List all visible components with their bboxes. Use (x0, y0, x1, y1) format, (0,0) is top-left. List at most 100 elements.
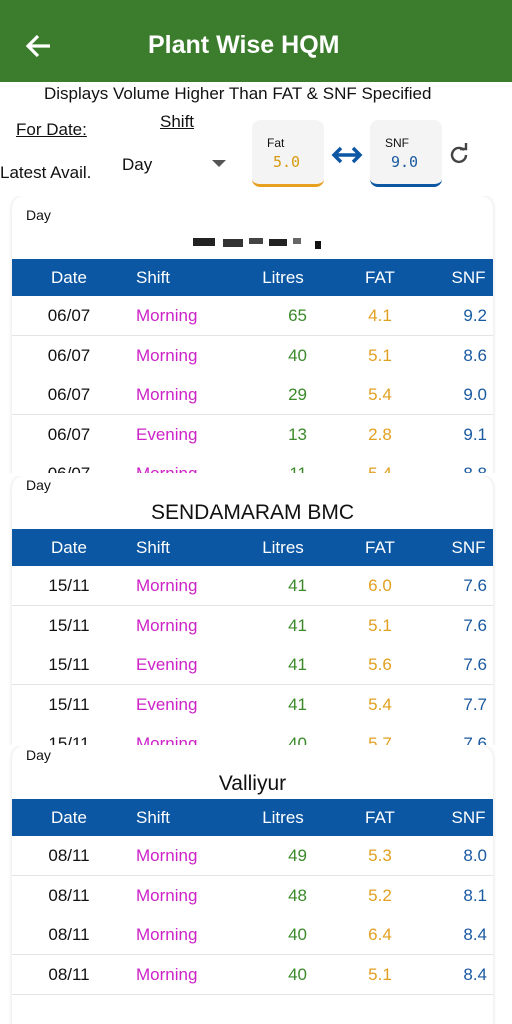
redacted-name (193, 236, 323, 250)
cell: 4.1 (368, 306, 392, 325)
app-bar: Plant Wise HQM (0, 0, 512, 82)
table-row[interactable]: 15/11 Morning 41 6.0 7.6 (12, 566, 493, 606)
snf-card[interactable]: SNF 9.0 (370, 120, 442, 187)
cell: Evening (136, 694, 198, 714)
column-header: Shift (136, 538, 171, 557)
cell: Morning (136, 345, 198, 365)
column-header: Litres (262, 268, 304, 287)
table-row[interactable]: 15/11 Morning 41 5.1 7.6 (12, 605, 493, 646)
cell: 7.7 (463, 694, 487, 714)
cell: 8.4 (463, 925, 487, 944)
refresh-icon[interactable] (447, 143, 471, 167)
cell: 49 (288, 846, 307, 865)
cell: 5.1 (368, 345, 392, 365)
cell: 2.8 (368, 424, 392, 444)
table-row[interactable]: 08/11 Morning 48 5.2 8.1 (12, 875, 493, 916)
fat-card[interactable]: Fat 5.0 (252, 120, 324, 187)
cell: Morning (136, 576, 198, 595)
cell: Morning (136, 846, 198, 865)
cell: 06/07 (47, 385, 91, 404)
table-row[interactable]: 15/11 Evening 41 5.6 7.6 (12, 645, 493, 685)
table-row[interactable]: 15/11 Evening 41 5.4 7.7 (12, 684, 493, 725)
shift-label: Day (26, 477, 51, 493)
table-row[interactable]: 08/11 Morning 40 6.4 8.4 (12, 915, 493, 955)
cell: 5.1 (368, 615, 392, 635)
cell: 6.0 (368, 576, 392, 595)
cell: 9.0 (463, 385, 487, 404)
cell: 41 (288, 694, 307, 714)
table-row[interactable]: 06/07 Morning 29 5.4 9.0 (12, 375, 493, 415)
cell: 8.1 (463, 885, 487, 905)
column-header: Litres (262, 538, 304, 557)
plant-name: Valliyur (218, 772, 287, 795)
latest-label[interactable]: Latest Avail. (0, 163, 92, 182)
cell: 08/11 (48, 885, 90, 905)
swap-icon (331, 146, 363, 164)
cell: 06/07 (47, 306, 91, 325)
table-header: Date Shift Litres FAT SNF (12, 799, 493, 836)
cell: Evening (136, 424, 198, 444)
cell: 7.6 (463, 576, 487, 595)
shift-label: Shift (160, 112, 195, 131)
cell: 08/11 (48, 925, 90, 944)
column-header: Shift (136, 268, 171, 287)
back-button[interactable] (24, 32, 52, 60)
section: Day Date Shift Litres FAT SNF 06/07 Morning 65 4.… (0, 196, 512, 473)
table-row[interactable]: 06/07 Morning 65 4.1 9.2 (12, 296, 493, 336)
cell: 7.6 (463, 615, 487, 635)
table-row[interactable]: 06/07 Morning 11 5.48.8 (12, 454, 493, 473)
shift-label: Day (26, 207, 51, 223)
cell: 40 (288, 925, 307, 944)
column-header: SNF (451, 538, 486, 557)
fat-label: Fat (267, 136, 285, 150)
column-header: FAT (365, 538, 395, 557)
table-row[interactable]: 15/11 Morning 40 5.7 7.6 (12, 724, 493, 745)
cell: 5.4 (368, 694, 392, 714)
cell: 11 (232, 464, 307, 473)
cell: 8.0 (463, 846, 487, 865)
cell: Morning (136, 964, 198, 984)
cell: 9.2 (463, 306, 487, 325)
cell: 06/07 (47, 345, 91, 365)
cell: Morning (136, 464, 197, 473)
plant-name: SENDAMARAM BMC (150, 501, 355, 524)
table-header: Date Shift Litres FAT SNF (12, 259, 493, 296)
cell: 15/11 (48, 615, 90, 635)
cell: Morning (136, 885, 198, 905)
column-header: FAT (365, 808, 395, 827)
column-header: Shift (136, 808, 171, 827)
cell: 7.6 (463, 655, 487, 674)
subtitle: Displays Volume Higher Than FAT & SNF Sp… (44, 84, 432, 103)
cell: 08/11 (48, 846, 90, 865)
section: Day SENDAMARAM BMC Date Shift Litres FAT SNF 15… (0, 476, 512, 745)
cell: Morning (136, 615, 198, 635)
section: Day Valliyur Date Shift Litres FAT SNF 08/11 Mor… (0, 746, 512, 1024)
cell: 8.4 (463, 964, 487, 984)
cell: 9.1 (463, 424, 487, 444)
shift-label: Day (26, 747, 51, 763)
cell: 5.7 (368, 734, 392, 745)
cell: 06/07 (44, 464, 94, 473)
table-row[interactable]: 08/11 Morning 40 5.1 8.4 (12, 954, 493, 995)
cell: 40 (288, 964, 307, 984)
cell: Morning (136, 925, 198, 944)
shift-dropdown[interactable]: Day (122, 155, 153, 174)
cell: 65 (288, 306, 307, 325)
cell: 41 (288, 576, 307, 595)
column-header: Date (51, 808, 87, 827)
cell: Morning (136, 306, 198, 325)
cell: 5.4 (368, 385, 392, 404)
dropdown-arrow[interactable] (212, 160, 226, 168)
table-row[interactable]: 06/07 Evening 13 2.8 9.1 (12, 414, 493, 455)
fat-value: 5.0 (273, 153, 301, 171)
cell: 8.8 (412, 464, 487, 473)
column-header: Litres (262, 808, 304, 827)
table-row[interactable]: 08/11 Morning 49 5.3 8.0 (12, 836, 493, 876)
cell: 8.6 (463, 345, 487, 365)
cell: 5.4 (350, 464, 410, 473)
cell: 15/11 (48, 734, 90, 745)
table-row[interactable]: 06/07 Morning 40 5.1 8.6 (12, 335, 493, 376)
cell: 5.6 (368, 655, 392, 674)
cell: 29 (288, 385, 307, 404)
